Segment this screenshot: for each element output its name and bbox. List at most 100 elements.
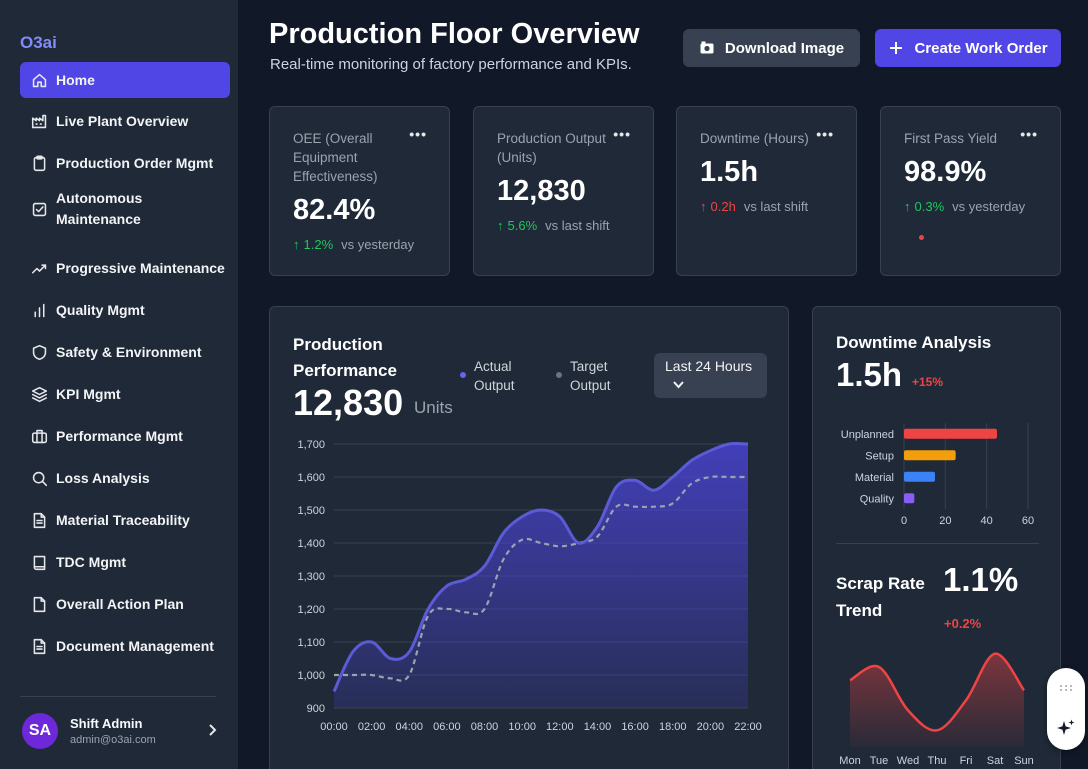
sidebar-item-label: Live Plant Overview: [56, 112, 189, 129]
bar-material: [904, 471, 935, 482]
scrap-rate-chart: Mon Tue Wed Thu Fri Sat Sun: [839, 652, 1034, 767]
create-work-order-label: Create Work Order: [914, 39, 1048, 57]
y-tick-label: Material: [855, 472, 894, 484]
floating-assistant-widget[interactable]: [1047, 668, 1085, 750]
more-icon[interactable]: •••: [816, 126, 834, 142]
page-title: Production Floor Overview: [269, 18, 640, 50]
kpi-card-production-output: Production Output (Units) ••• 12,830 ↑ 5…: [473, 106, 654, 276]
avatar: SA: [22, 713, 58, 749]
x-tick-label: Tue: [870, 755, 889, 767]
sidebar-item-material-traceability[interactable]: Material Traceability: [20, 502, 230, 538]
sidebar-item-label: Loss Analysis: [56, 469, 150, 486]
sidebar-item-label: Quality Mgmt: [56, 301, 145, 318]
sidebar-item-label: Production Order Mgmt: [56, 154, 214, 171]
x-tick-label: 20:00: [697, 721, 725, 733]
kpi-change: ↑ 1.2% vs yesterday: [293, 237, 449, 252]
sidebar: O3ai Home Live Plant Overview Production O…: [0, 0, 238, 769]
sparkle-icon[interactable]: [1056, 718, 1076, 738]
x-tick-label: 08:00: [471, 721, 499, 733]
y-tick-label: 1,700: [297, 439, 325, 451]
chevron-right-icon[interactable]: [204, 722, 220, 738]
kpi-card-first-pass-yield: First Pass Yield ••• 98.9% ↑ 0.3% vs yes…: [880, 106, 1061, 276]
create-work-order-button[interactable]: Create Work Order: [875, 29, 1061, 67]
sidebar-item-document-management[interactable]: Document Management: [20, 628, 230, 664]
sidebar-item-home[interactable]: Home: [20, 62, 230, 98]
production-performance-chart: 900 1,000 1,100 1,200 1,300 1,400 1,500 1,600 1,…: [297, 439, 761, 733]
y-tick-label: Quality: [860, 493, 895, 505]
performance-value: 12,830: [293, 382, 404, 423]
kpi-value: 12,830: [497, 175, 586, 207]
sidebar-item-label: Performance Mgmt: [56, 427, 183, 444]
x-tick-label: 12:00: [546, 721, 574, 733]
sidebar-item-kpi-mgmt[interactable]: KPI Mgmt: [20, 376, 230, 412]
search-icon: [30, 469, 48, 487]
performance-title: Production Performance: [293, 335, 397, 380]
kpi-value: 82.4%: [293, 194, 376, 226]
sidebar-item-label: Progressive Maintenance: [56, 259, 225, 276]
bar-quality: [904, 493, 915, 504]
scrap-value: 1.1%: [943, 561, 1019, 598]
performance-unit: Units: [414, 398, 453, 417]
user-info: Shift Admin admin@o3ai.com: [70, 716, 156, 746]
sidebar-item-quality-mgmt[interactable]: Quality Mgmt: [20, 292, 230, 328]
brand-logo[interactable]: O3ai: [20, 33, 57, 52]
target-output-line: [334, 475, 748, 682]
kpi-change-value: 5.6%: [507, 218, 538, 233]
shield-icon: [30, 343, 48, 361]
bar-setup: [904, 450, 956, 461]
book-icon: [30, 553, 48, 571]
sidebar-item-label: Autonomous Maintenance: [56, 190, 143, 227]
x-tick-label: 00:00: [320, 721, 348, 733]
download-image-button[interactable]: Download Image: [683, 29, 860, 67]
actual-output-area: [334, 443, 748, 708]
sidebar-item-tdc-mgmt[interactable]: TDC Mgmt: [20, 544, 230, 580]
sidebar-item-live-plant-overview[interactable]: Live Plant Overview: [20, 103, 230, 139]
x-tick-label: 60: [1022, 515, 1034, 527]
legend-target: Target Output: [556, 357, 630, 395]
sidebar-item-autonomous-maintenance[interactable]: Autonomous Maintenance: [20, 187, 230, 231]
x-tick-label: 10:00: [508, 721, 536, 733]
layers-icon: [30, 385, 48, 403]
x-tick-label: 16:00: [621, 721, 649, 733]
sidebar-item-overall-action-plan[interactable]: Overall Action Plan: [20, 586, 230, 622]
downtime-bar-chart: 0 20 40 60 Unplanned Setup Material Quality: [841, 423, 1034, 527]
more-icon[interactable]: •••: [1020, 126, 1038, 142]
sidebar-item-performance-mgmt[interactable]: Performance Mgmt: [20, 418, 230, 454]
clipboard-icon: [30, 154, 48, 172]
x-tick-label: 20: [939, 515, 951, 527]
x-tick-label: 40: [981, 515, 993, 527]
user-profile[interactable]: SA Shift Admin admin@o3ai.com: [22, 711, 222, 751]
y-tick-label: 1,100: [297, 637, 325, 649]
more-icon[interactable]: •••: [409, 126, 427, 142]
document-icon: [30, 511, 48, 529]
kpi-label: Production Output (Units): [497, 131, 606, 165]
time-range-select[interactable]: Last 24 Hours: [654, 353, 767, 398]
x-tick-label: 02:00: [358, 721, 386, 733]
arrow-up-icon: ↑: [904, 199, 911, 214]
drag-handle-icon[interactable]: [1059, 684, 1073, 692]
arrow-up-icon: ↑: [497, 218, 504, 233]
sidebar-item-label: Document Management: [56, 637, 214, 654]
more-icon[interactable]: •••: [613, 126, 631, 142]
x-tick-label: 18:00: [659, 721, 687, 733]
kpi-change-value: 0.3%: [914, 199, 945, 214]
y-tick-label: 1,200: [297, 604, 325, 616]
y-tick-label: 1,400: [297, 538, 325, 550]
sidebar-item-label: Home: [56, 71, 95, 88]
sidebar-item-production-order-mgmt[interactable]: Production Order Mgmt: [20, 145, 230, 181]
x-tick-label: 14:00: [584, 721, 612, 733]
y-tick-label: Setup: [865, 450, 894, 462]
legend-actual-label: Actual Output: [474, 359, 515, 393]
page-subtitle: Real-time monitoring of factory performa…: [270, 56, 632, 73]
sidebar-item-loss-analysis[interactable]: Loss Analysis: [20, 460, 230, 496]
sidebar-item-safety-and-environment[interactable]: Safety & Environment: [20, 334, 230, 370]
y-tick-label: 900: [307, 703, 325, 715]
downtime-change: +15%: [912, 375, 944, 389]
kpi-compare: vs last shift: [545, 218, 610, 233]
status-dot: [919, 235, 924, 240]
x-tick-label: Fri: [960, 755, 973, 767]
sidebar-item-progressive-maintenance[interactable]: Progressive Maintenance: [20, 250, 230, 286]
x-tick-label: 06:00: [433, 721, 461, 733]
sidebar-item-label: KPI Mgmt: [56, 385, 121, 402]
arrow-up-icon: ↑: [293, 237, 300, 252]
